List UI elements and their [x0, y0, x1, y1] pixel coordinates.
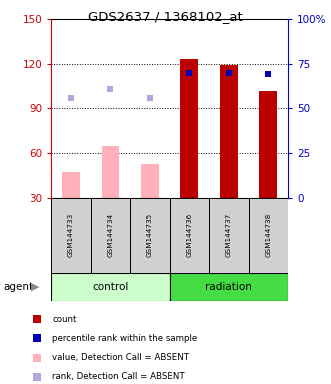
Text: ▶: ▶ — [31, 282, 39, 292]
Bar — [91, 198, 130, 273]
Bar — [220, 65, 238, 198]
Bar — [180, 60, 198, 198]
Text: radiation: radiation — [205, 282, 252, 292]
Text: agent: agent — [3, 282, 33, 292]
Bar — [102, 146, 119, 198]
Bar — [169, 198, 209, 273]
Text: percentile rank within the sample: percentile rank within the sample — [52, 334, 197, 343]
Bar — [51, 198, 91, 273]
Bar — [141, 164, 159, 198]
Bar — [260, 91, 277, 198]
Text: GDS2637 / 1368102_at: GDS2637 / 1368102_at — [88, 10, 243, 23]
Bar — [130, 198, 169, 273]
Text: GSM144734: GSM144734 — [108, 213, 114, 257]
Bar — [62, 172, 80, 198]
Text: rank, Detection Call = ABSENT: rank, Detection Call = ABSENT — [52, 372, 185, 381]
Text: count: count — [52, 314, 76, 324]
Text: GSM144735: GSM144735 — [147, 213, 153, 257]
Bar — [209, 198, 249, 273]
Text: value, Detection Call = ABSENT: value, Detection Call = ABSENT — [52, 353, 189, 362]
Text: GSM144737: GSM144737 — [226, 213, 232, 257]
Bar — [249, 198, 288, 273]
Text: GSM144736: GSM144736 — [186, 213, 192, 257]
Text: GSM144733: GSM144733 — [68, 213, 74, 257]
Bar — [169, 273, 288, 301]
Text: control: control — [92, 282, 129, 292]
Text: GSM144738: GSM144738 — [265, 213, 271, 257]
Bar — [51, 273, 169, 301]
